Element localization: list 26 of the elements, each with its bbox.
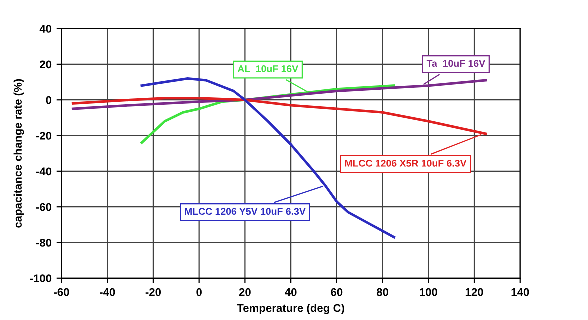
- x-tick-label: 20: [239, 288, 251, 296]
- y-tick-label: -60: [36, 203, 52, 212]
- x-axis-title: Temperature (deg C): [237, 304, 344, 314]
- y-tick-label: -100: [30, 274, 52, 283]
- text: AL 10uF 16V: [238, 66, 299, 72]
- x-tick-label: 100: [420, 288, 438, 296]
- y-tick-label: -20: [36, 132, 52, 140]
- x-tick-label: 80: [376, 288, 389, 296]
- text: MLCC 1206 X5R 10uF 6.3V: [345, 160, 467, 167]
- x-tick-label: -40: [100, 288, 116, 296]
- x-tick-label: 0: [196, 288, 202, 296]
- x-tick-label: -60: [54, 288, 70, 296]
- y-axis-title: capacitance change rate (%): [14, 79, 24, 228]
- line-series: [140, 77, 396, 239]
- y-tick-label: 40: [40, 25, 52, 33]
- series-label: Ta 10uF 16V: [426, 60, 486, 68]
- y-tick-label: 20: [40, 60, 52, 69]
- x-tick-label: 140: [512, 288, 530, 296]
- y-tick-label: -80: [36, 239, 52, 247]
- y-tick-label: 0: [46, 96, 52, 104]
- x-tick-label: 40: [285, 288, 297, 296]
- x-tick-label: 60: [331, 288, 343, 296]
- x-tick-label: -20: [146, 288, 162, 296]
- y-tick-label: -40: [36, 168, 52, 176]
- legend-label: MLCC 1206 Y5V 10uF 6.3V: [185, 208, 306, 216]
- x-tick-label: 120: [466, 288, 484, 296]
